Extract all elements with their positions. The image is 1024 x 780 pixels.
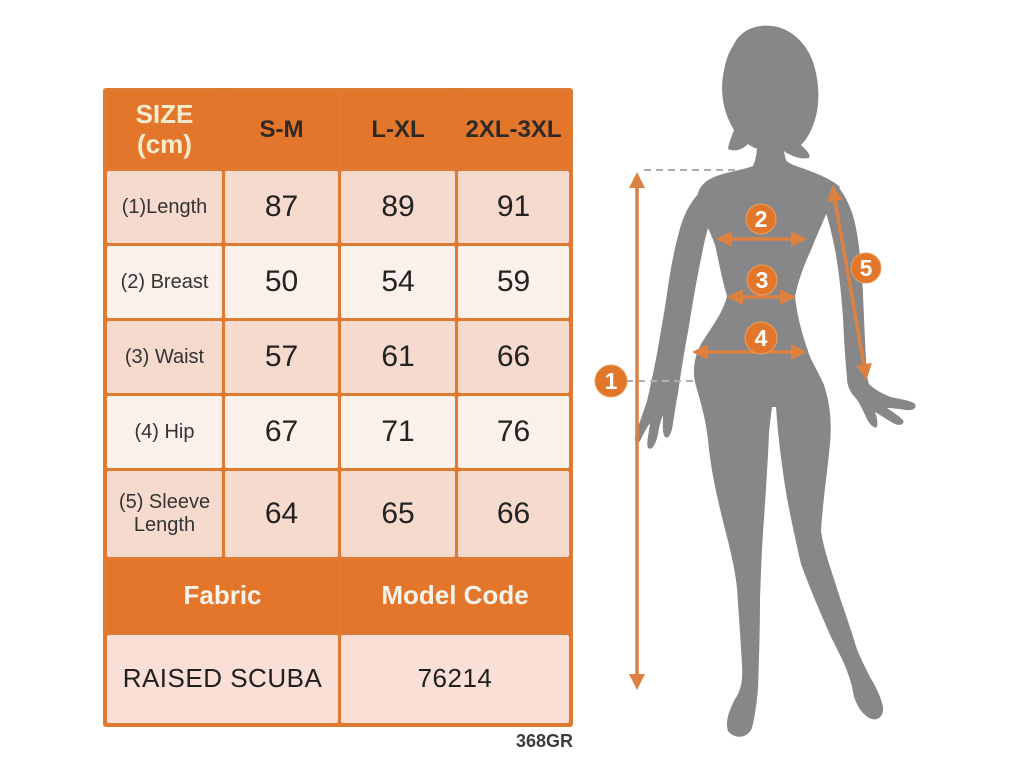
silhouette-left-arm — [634, 192, 713, 449]
value-waist-s-m: 57 — [225, 321, 338, 393]
size-header-line2: (cm) — [137, 129, 192, 159]
value-length-l-xl: 89 — [341, 171, 455, 243]
value-hip-s-m: 67 — [225, 396, 338, 468]
sleeve-measure-arrow — [827, 185, 872, 380]
marker-circle-5 — [850, 252, 882, 284]
value-sleeve-s-m: 64 — [225, 471, 338, 557]
model-code-value: 76214 — [341, 635, 569, 723]
marker-number-4: 4 — [755, 325, 768, 351]
size-table: SIZE (cm) S-M L-XL 2XL-3XL (1)Length 87 … — [103, 88, 573, 727]
fabric-header: Fabric — [107, 560, 338, 632]
marker-circle-4 — [744, 321, 778, 355]
value-breast-2xl-3xl: 59 — [458, 246, 569, 318]
row-label-sleeve-length: (5) Sleeve Length — [107, 471, 222, 557]
row-label-hip: (4) Hip — [107, 396, 222, 468]
marker-circle-3 — [746, 264, 778, 296]
size-unit-header: SIZE (cm) — [107, 92, 222, 168]
value-breast-s-m: 50 — [225, 246, 338, 318]
value-waist-l-xl: 61 — [341, 321, 455, 393]
fabric-value: RAISED SCUBA — [107, 635, 338, 723]
value-length-2xl-3xl: 91 — [458, 171, 569, 243]
value-waist-2xl-3xl: 66 — [458, 321, 569, 393]
value-sleeve-2xl-3xl: 66 — [458, 471, 569, 557]
silhouette-head — [722, 25, 819, 159]
value-hip-2xl-3xl: 76 — [458, 396, 569, 468]
column-header-2xl-3xl: 2XL-3XL — [458, 92, 569, 168]
marker-number-2: 2 — [755, 206, 768, 232]
column-header-s-m: S-M — [225, 92, 338, 168]
row-label-waist: (3) Waist — [107, 321, 222, 393]
column-header-l-xl: L-XL — [341, 92, 455, 168]
marker-circle-1 — [594, 364, 628, 398]
marker-number-1: 1 — [605, 368, 618, 394]
model-code-header: Model Code — [341, 560, 569, 632]
value-breast-l-xl: 54 — [341, 246, 455, 318]
value-hip-l-xl: 71 — [341, 396, 455, 468]
marker-number-5: 5 — [860, 255, 873, 281]
size-header-line1: SIZE — [135, 99, 194, 130]
value-sleeve-l-xl: 65 — [341, 471, 455, 557]
marker-circle-2 — [745, 203, 777, 235]
silhouette-right-arm — [821, 188, 916, 428]
measurement-diagram: 1 2 3 4 5 — [594, 25, 916, 737]
row-label-length: (1)Length — [107, 171, 222, 243]
weight-code-footnote: 368GR — [515, 731, 573, 751]
row-label-breast: (2) Breast — [107, 246, 222, 318]
measure-markers: 1 2 3 4 5 — [594, 203, 882, 398]
marker-number-3: 3 — [756, 267, 769, 293]
value-length-s-m: 87 — [225, 171, 338, 243]
